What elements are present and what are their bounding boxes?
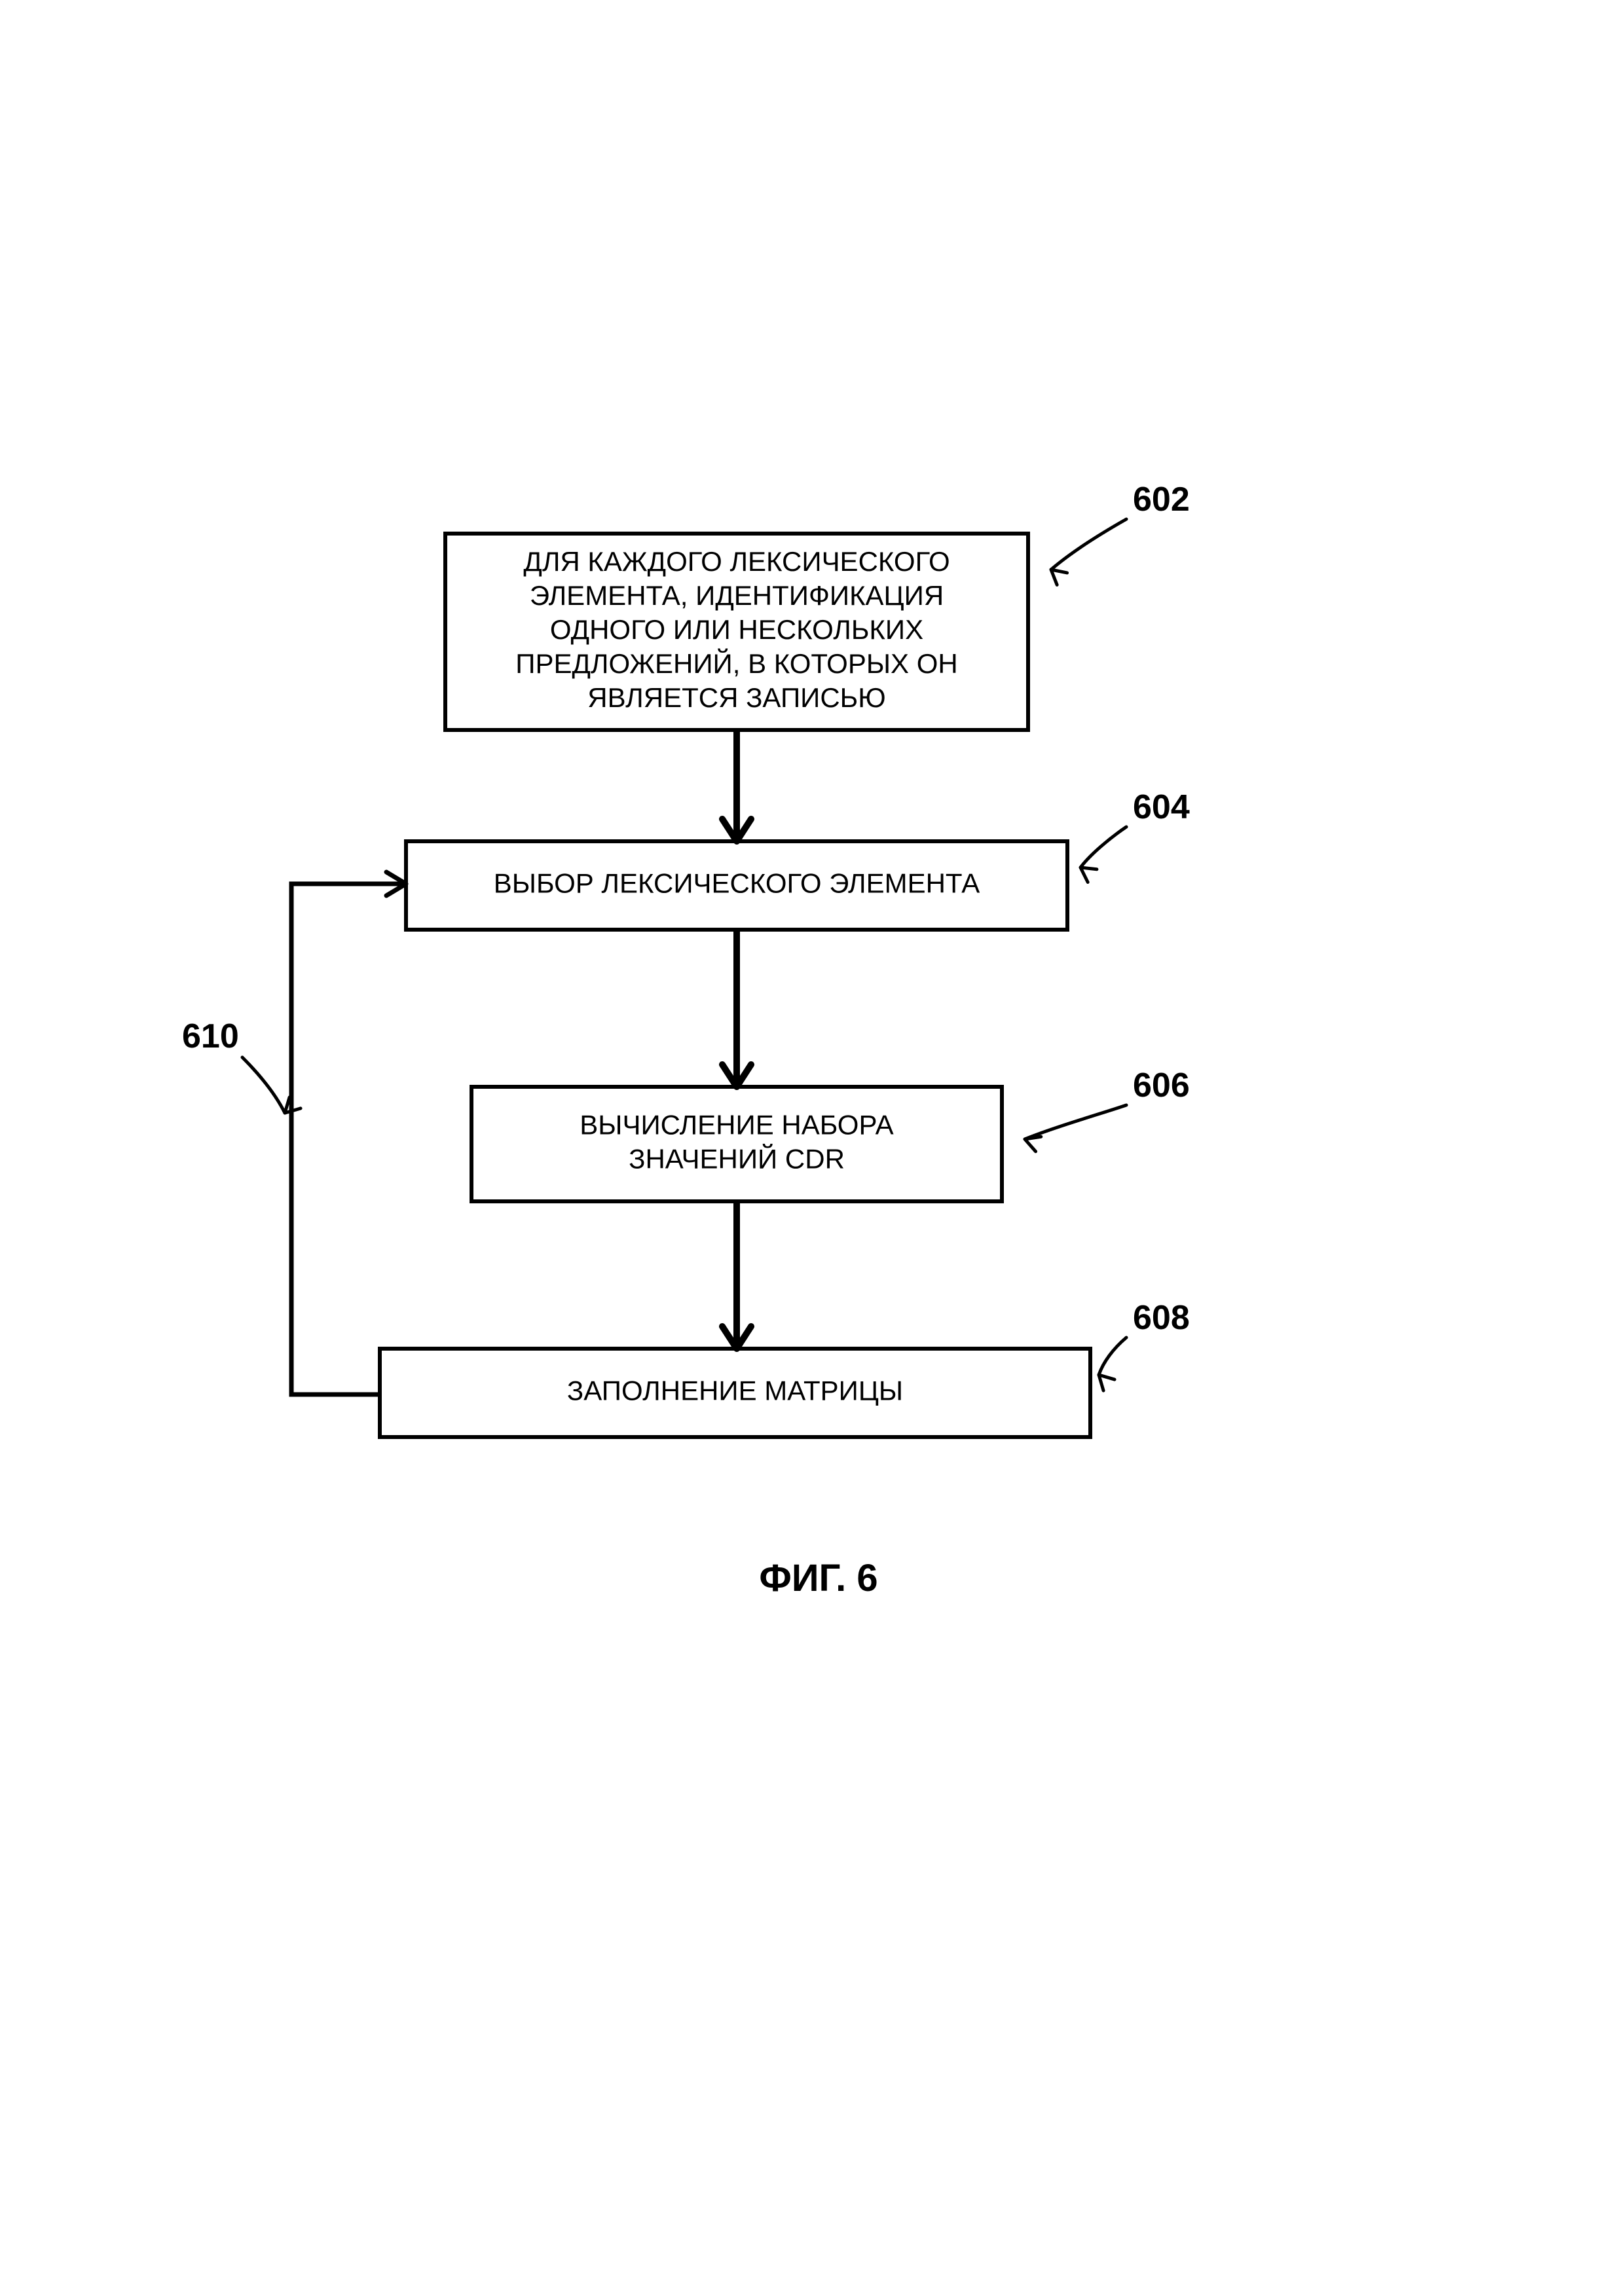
node-text-line: ОДНОГО ИЛИ НЕСКОЛЬКИХ — [550, 614, 923, 645]
flowchart-svg: ДЛЯ КАЖДОГО ЛЕКСИЧЕСКОГОЭЛЕМЕНТА, ИДЕНТИ… — [0, 0, 1624, 2296]
ref-label: 606 — [1133, 1066, 1190, 1104]
node-text-line: ВЫЧИСЛЕНИЕ НАБОРА — [580, 1110, 893, 1140]
node-text-line: ЗАПОЛНЕНИЕ МАТРИЦЫ — [567, 1376, 903, 1406]
node-text-line: ВЫБОР ЛЕКСИЧЕСКОГО ЭЛЕМЕНТА — [494, 868, 980, 899]
figure-caption: ФИГ. 6 — [759, 1557, 877, 1599]
node-text-line: ДЛЯ КАЖДОГО ЛЕКСИЧЕСКОГО — [523, 546, 950, 577]
ref-label: 602 — [1133, 481, 1190, 519]
node-text-line: ПРЕДЛОЖЕНИЙ, В КОТОРЫХ ОН — [515, 647, 957, 679]
node-text-line: ЯВЛЯЕТСЯ ЗАПИСЬЮ — [587, 682, 885, 713]
node-text-line: ЭЛЕМЕНТА, ИДЕНТИФИКАЦИЯ — [530, 580, 944, 611]
ref-label: 610 — [182, 1017, 239, 1055]
ref-label: 604 — [1133, 788, 1190, 826]
ref-label: 608 — [1133, 1299, 1190, 1337]
node-text-line: ЗНАЧЕНИЙ CDR — [629, 1143, 845, 1175]
